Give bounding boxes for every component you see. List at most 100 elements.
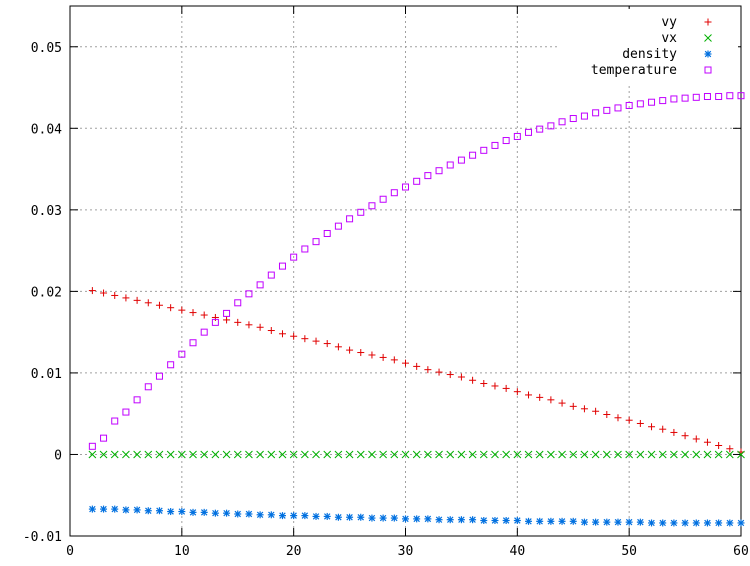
vx-point — [233, 450, 242, 459]
vy-point — [692, 435, 700, 443]
vy-point — [703, 438, 711, 446]
density-point — [502, 517, 510, 525]
vx-point — [703, 450, 712, 459]
series-density — [88, 505, 745, 527]
vy-point — [424, 366, 432, 374]
temperature-point — [681, 94, 689, 102]
x-tick-label: 60 — [733, 544, 749, 559]
vy-point — [334, 343, 342, 351]
vx-point — [300, 450, 309, 459]
vy-point — [547, 396, 555, 404]
vx-point — [122, 450, 130, 459]
vy-point — [402, 359, 409, 367]
vx-point — [245, 450, 253, 459]
density-point — [200, 508, 208, 516]
y-axis: -0.01 0 0.01 0.02 0.03 0.04 0.05 — [23, 41, 741, 545]
temperature-point — [703, 93, 711, 101]
temperature-point — [536, 125, 544, 133]
vy-point — [536, 393, 544, 401]
density-point — [636, 518, 644, 526]
density-point — [625, 518, 633, 526]
vx-point — [267, 450, 276, 459]
vx-point — [345, 450, 354, 459]
vx-point — [401, 450, 410, 459]
density-point — [256, 511, 264, 519]
density-point — [703, 519, 711, 527]
legend-label-density: density — [622, 47, 677, 62]
density-point — [424, 515, 432, 523]
vy-point — [200, 311, 208, 319]
density-point — [402, 515, 409, 523]
density-point — [513, 517, 521, 525]
vx-point — [479, 450, 488, 459]
series-vy — [88, 287, 745, 456]
temperature-point — [223, 309, 231, 317]
vx-point — [177, 450, 186, 459]
vx-point — [547, 450, 555, 459]
density-point — [536, 517, 544, 525]
temperature-point — [144, 383, 152, 391]
vx-point — [636, 450, 645, 459]
vx-point — [278, 450, 287, 459]
vy-point — [715, 441, 723, 449]
vx-point — [323, 450, 332, 459]
vx-point — [681, 450, 689, 459]
vx-point — [88, 450, 97, 459]
vx-point — [658, 450, 667, 459]
temperature-point — [379, 195, 387, 203]
temperature-point — [111, 417, 119, 425]
vy-point — [603, 411, 611, 419]
temperature-point — [323, 229, 331, 237]
x-tick-label: 30 — [398, 544, 414, 559]
y-tick-label: 0.01 — [31, 367, 62, 382]
vx-point — [412, 450, 421, 459]
legend-marker-vx — [704, 34, 712, 42]
density-point — [312, 512, 320, 520]
vy-point — [435, 368, 443, 376]
temperature-point — [670, 95, 678, 103]
temperature-point — [278, 262, 286, 270]
y-tick-label: -0.01 — [23, 530, 62, 545]
vx-point — [602, 450, 611, 459]
temperature-point — [525, 128, 533, 136]
vx-point — [457, 450, 466, 459]
vy-point — [346, 346, 354, 354]
vy-point — [245, 321, 253, 329]
density-point — [580, 518, 588, 526]
density-point — [413, 515, 421, 523]
vx-point — [491, 450, 499, 459]
vx-point — [558, 450, 566, 459]
temperature-point — [234, 299, 242, 307]
vy-point — [513, 388, 521, 396]
x-tick-label: 50 — [621, 544, 637, 559]
vy-point — [648, 423, 656, 431]
legend-label-temperature: temperature — [591, 63, 677, 78]
vy-point — [256, 323, 264, 331]
temperature-point — [636, 100, 644, 108]
temperature-point — [368, 202, 376, 210]
x-tick-label: 20 — [286, 544, 302, 559]
density-point — [648, 519, 656, 527]
vx-point — [144, 450, 153, 459]
temperature-point — [502, 137, 510, 145]
vx-point — [513, 450, 522, 459]
temperature-point — [692, 93, 700, 101]
temperature-point — [726, 92, 734, 100]
vy-point — [502, 384, 510, 392]
legend-label-vy: vy — [661, 15, 677, 30]
vx-point — [222, 450, 231, 459]
vx-point — [614, 450, 622, 459]
vx-point — [692, 450, 701, 459]
density-point — [726, 519, 734, 527]
temperature-point — [189, 339, 197, 347]
density-point — [368, 514, 376, 522]
vy-point — [670, 428, 678, 436]
temperature-point — [122, 408, 130, 416]
vy-point — [278, 330, 286, 338]
temperature-point — [133, 396, 141, 404]
x-axis: 0 10 20 30 40 50 60 — [66, 6, 749, 559]
temperature-point — [290, 253, 298, 261]
vy-point — [413, 362, 421, 370]
vy-point — [379, 353, 387, 361]
density-point — [100, 505, 108, 513]
